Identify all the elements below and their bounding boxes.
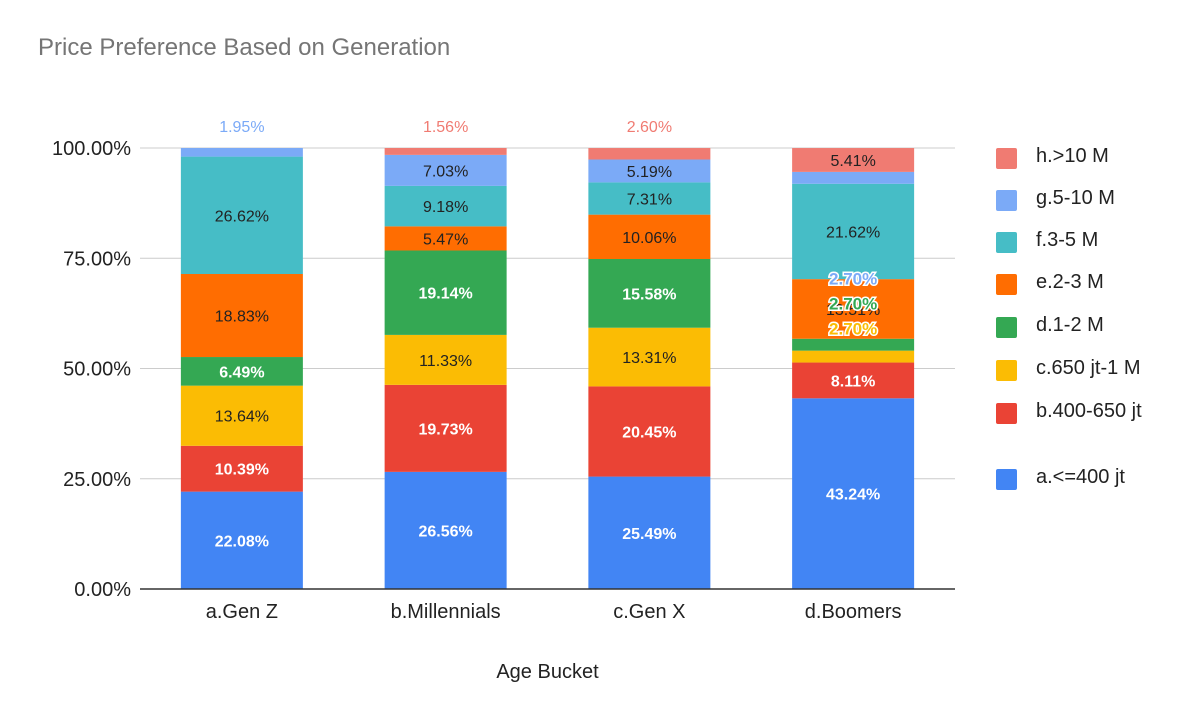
legend-swatch [996, 148, 1017, 169]
legend-item: b.400-650 jt [996, 400, 1166, 424]
legend-label: d.1-2 M [1036, 314, 1104, 336]
bar-segment-1 [792, 398, 915, 589]
bar-segment-4 [588, 258, 711, 328]
bar-segment-1 [180, 491, 303, 589]
x-tick-label: a.Gen Z [206, 601, 278, 623]
data-label: 9.18% [423, 199, 468, 216]
data-label: 8.11% [831, 373, 875, 390]
bar-segment-6 [384, 185, 507, 227]
legend-swatch [996, 360, 1017, 381]
legend-swatch [996, 469, 1017, 490]
data-label: 13.31% [622, 350, 676, 367]
bar-segment-3 [588, 327, 711, 387]
data-label: 18.83% [215, 309, 269, 326]
legend-item: c.650 jt-1 M [996, 357, 1166, 381]
bar-segment-4 [384, 250, 507, 335]
bar-segment-2 [180, 445, 303, 492]
data-label: 26.62% [215, 208, 269, 225]
data-label: 5.47% [423, 231, 468, 248]
bar-segment-7 [180, 148, 303, 157]
x-tick-label: b.Millennials [391, 601, 501, 623]
data-label-outlined: 2.70% [829, 320, 877, 339]
data-label: 22.08% [215, 533, 269, 550]
data-label: 15.58% [622, 286, 676, 303]
legend-swatch [996, 274, 1017, 295]
bar-segment-3 [384, 334, 507, 385]
y-tick-label: 0.00% [74, 579, 131, 601]
bar-segment-2 [384, 384, 507, 472]
bar-segment-5 [384, 226, 507, 251]
x-tick-label: d.Boomers [805, 601, 902, 623]
bar-segment-8 [588, 148, 711, 160]
data-label-outlined: 2.70% [829, 295, 877, 314]
data-label: 10.06% [622, 230, 676, 247]
chart-title: Price Preference Based on Generation [38, 34, 451, 61]
bar-segment-3 [792, 350, 915, 363]
legend-item: a.<=400 jt [996, 466, 1166, 490]
bar-segment-3 [180, 385, 303, 446]
data-label: 7.03% [423, 163, 468, 180]
data-label: 25.49% [622, 526, 676, 543]
legend-label: e.2-3 M [1036, 271, 1104, 293]
bar-segment-5 [180, 273, 303, 358]
bar-segment-8 [384, 148, 507, 155]
legend-swatch [996, 232, 1017, 253]
legend-label: g.5-10 M [1036, 187, 1115, 209]
bar-segment-6 [792, 183, 915, 280]
legend-item: h.>10 M [996, 145, 1166, 169]
data-label: 21.62% [826, 224, 880, 241]
bar-segment-7 [588, 159, 711, 183]
y-tick-label: 75.00% [63, 248, 131, 270]
legend-item: f.3-5 M [996, 229, 1166, 253]
data-label-outlined: 2.70% [829, 270, 877, 289]
data-label-outside: 1.56% [423, 119, 468, 136]
bar-segment-4 [180, 357, 303, 386]
data-label: 20.45% [622, 424, 676, 441]
legend-label: b.400-650 jt [1036, 400, 1142, 422]
legend-swatch [996, 317, 1017, 338]
data-label: 5.41% [830, 153, 875, 170]
data-label-outside: 1.95% [219, 119, 264, 136]
bar-segment-7 [792, 171, 915, 184]
bar-segment-7 [384, 154, 507, 186]
bar-segment-2 [588, 386, 711, 477]
y-tick-label: 50.00% [63, 359, 131, 381]
legend-label: a.<=400 jt [1036, 466, 1125, 488]
bar-segment-8 [792, 148, 915, 172]
legend-label: f.3-5 M [1036, 229, 1099, 251]
data-label: 13.64% [215, 409, 269, 426]
data-label: 19.14% [418, 286, 472, 303]
bar-segment-4 [792, 338, 915, 351]
bar-segment-1 [588, 476, 711, 589]
bar-segment-5 [588, 214, 711, 259]
y-tick-label: 25.00% [63, 469, 131, 491]
data-label: 43.24% [826, 487, 880, 504]
x-tick-label: c.Gen X [613, 601, 685, 623]
legend-item: g.5-10 M [996, 187, 1166, 211]
legend-label: c.650 jt-1 M [1036, 357, 1141, 379]
bar-segment-2 [792, 362, 915, 399]
x-axis-title: Age Bucket [496, 661, 599, 683]
data-label: 26.56% [418, 523, 472, 540]
data-label: 5.19% [627, 164, 672, 181]
legend-swatch [996, 403, 1017, 424]
data-label: 7.31% [627, 192, 672, 209]
data-label: 6.49% [219, 364, 264, 381]
legend-item: d.1-2 M [996, 314, 1166, 338]
legend-label: h.>10 M [1036, 145, 1109, 167]
data-label: 13.51% [826, 302, 880, 319]
data-label-outside: 2.60% [627, 119, 672, 136]
y-tick-label: 100.00% [52, 138, 131, 160]
bar-segment-5 [792, 279, 915, 339]
bar-segment-6 [588, 182, 711, 215]
data-label: 10.39% [215, 462, 269, 479]
legend-swatch [996, 190, 1017, 211]
data-label: 19.73% [418, 421, 472, 438]
legend-item: e.2-3 M [996, 271, 1166, 295]
data-label: 11.33% [419, 353, 472, 370]
bar-segment-6 [180, 156, 303, 274]
bar-segment-1 [384, 471, 507, 589]
